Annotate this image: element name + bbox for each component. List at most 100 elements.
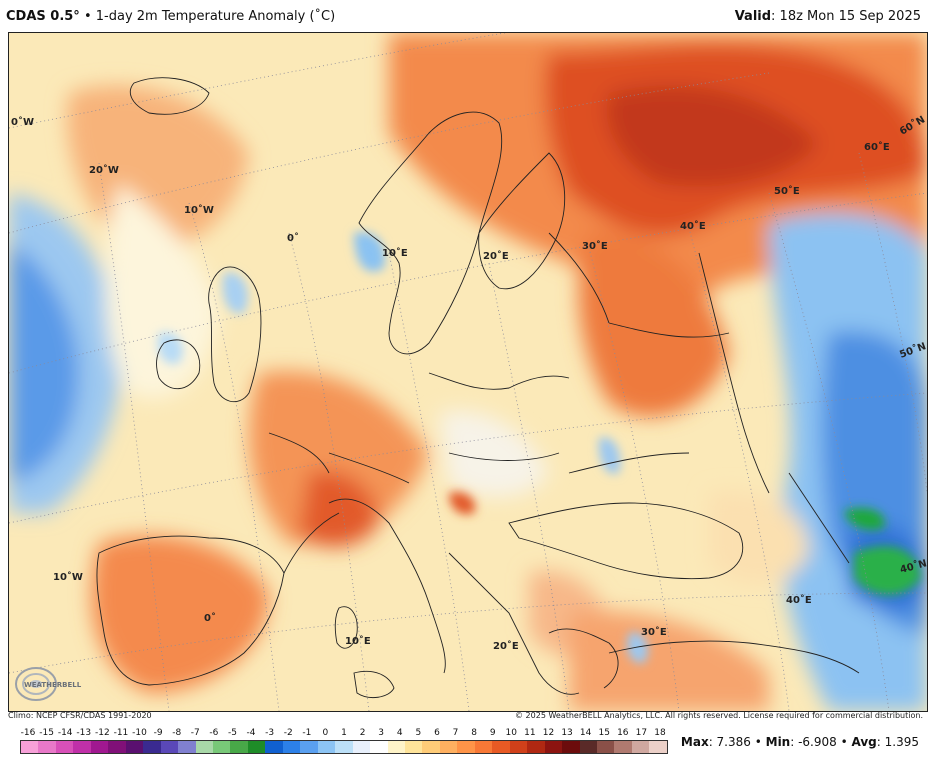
colorbar-tick-label: 5 [415,728,422,738]
colorbar-swatch [544,741,563,753]
colorbar-swatch [317,741,336,753]
colorbar-tick-label: 10 [505,728,518,738]
logo-icon: WEATHERBELL [15,667,82,701]
colorbar-tick-label: -16 [20,728,36,738]
colorbar-tick-label: 16 [617,728,629,738]
graticule [9,33,927,711]
colorbar-tick-label: -5 [227,728,237,738]
max-label: Max [680,735,709,749]
colorbar-swatch [73,741,91,753]
lon-label-20e: 20˚E [483,250,509,262]
valid-time-value: : 18z Mon 15 Sep 2025 [771,9,921,24]
lon-label-30e-bottom: 30˚E [641,626,667,638]
colorbar-swatch [562,741,580,753]
anomaly-shading [9,33,927,711]
lon-label-0w: 0˚W [11,116,34,128]
colorbar-tick-label: 18 [654,728,666,738]
colorbar-labels: -16 -15 -14 -13 -12 -11 -10 -9 -8 -7 -6 -5 -4 -3 -2 -1 0… [20,728,668,740]
colorbar-tick-label: -14 [57,728,73,738]
lon-label-40e: 40˚E [680,220,706,232]
anomaly-map[interactable]: 0˚W 20˚W 10˚W 0˚ 10˚E 20˚E 30˚E 40˚E 50˚… [8,32,928,712]
stats-sep-1: • [750,735,766,749]
lon-label-10w: 10˚W [184,204,214,216]
colorbar-swatch [21,741,39,753]
valid-label: Valid [734,9,772,24]
svg-text:WEATHERBELL: WEATHERBELL [24,681,82,689]
min-label: Min [765,735,791,749]
colorbar-tick-label: 12 [542,728,555,738]
colorbar-tick-label: 0 [322,728,329,738]
colorbar-swatch [125,741,144,753]
colorbar-tick-label: 7 [452,728,459,738]
model-name: CDAS 0.5° [6,9,80,24]
colorbar-swatch [282,741,301,753]
map-title: CDAS 0.5° • 1-day 2m Temperature Anomaly… [6,9,335,24]
colorbar-tick-label: 9 [489,728,496,738]
lon-label-10w-bottom: 10˚W [53,571,83,583]
colorbar-tick-label: -2 [283,728,293,738]
product-name: 1-day 2m Temperature Anomaly (˚C) [95,9,336,24]
colorbar-swatch [527,741,545,753]
colorbar-swatch [492,741,510,753]
lon-label-20e-bottom: 20˚E [493,640,519,652]
header: CDAS 0.5° • 1-day 2m Temperature Anomaly… [0,0,935,32]
colorbar-swatch [439,741,458,753]
colorbar-tick-label: 17 [635,728,648,738]
lon-label-50e: 50˚E [774,185,800,197]
colorbar-tick-label: -8 [172,728,182,738]
map-svg: 0˚W 20˚W 10˚W 0˚ 10˚E 20˚E 30˚E 40˚E 50˚… [9,33,927,711]
colorbar-tick-label: 1 [341,728,347,738]
colorbar-tick-label: 13 [561,728,573,738]
colorbar-swatch [247,741,266,753]
colorbar-tick-label: -6 [209,728,219,738]
colorbar-swatch [143,741,161,753]
lon-label-0-bottom: 0˚ [204,612,216,624]
lon-label-20w: 20˚W [89,164,119,176]
colorbar-swatch [160,741,179,753]
colorbar-tick-label: -10 [132,728,147,738]
colorbar-swatch [195,741,213,753]
colorbar-tick-label: 15 [598,728,610,738]
colorbar-swatch [631,741,650,753]
colorbar-swatch [404,741,423,753]
lon-label-10e-bottom: 10˚E [345,635,371,647]
colorbar-swatch [55,741,74,753]
colorbar-swatch [579,741,597,753]
colorbar-swatch [108,741,126,753]
colorbar-swatch [38,741,56,753]
colorbar-tick-label: -7 [190,728,200,738]
avg-value: : 1.395 [876,735,919,749]
colorbar-swatch [265,741,283,753]
colorbar-tick-label: 11 [524,728,536,738]
colorbar-swatch [352,741,371,753]
colorbar-swatch [178,741,196,753]
climo-note: Climo: NCEP CFSR/CDAS 1991-2020 [8,711,152,720]
colorbar-tick-label: -3 [265,728,275,738]
lon-label-60e: 60˚E [864,141,890,153]
colorbar-tick-label: -11 [113,728,129,738]
colorbar-swatch [457,741,475,753]
lon-label-30e: 30˚E [582,240,608,252]
colorbar-swatch [422,741,440,753]
colorbar-swatch [230,741,248,753]
colorbar-tick-label: 8 [471,728,477,738]
copyright-note: © 2025 WeatherBELL Analytics, LLC. All r… [515,711,923,720]
colorbar-tick-label: 6 [434,728,440,738]
lon-label-10e: 10˚E [382,247,408,259]
coastlines [96,77,860,699]
colorbar-swatch [649,741,667,753]
colorbar-tick-label: 2 [359,728,366,738]
lon-label-40e-bottom: 40˚E [786,594,812,606]
colorbar-swatch [370,741,388,753]
max-value: : 7.386 [708,735,751,749]
colorbar-swatch [300,741,318,753]
weatherbell-logo: WEATHERBELL [14,662,94,706]
stats-summary: Max: 7.386 • Min: -6.908 • Avg: 1.395 [681,735,919,749]
colorbar-swatch [614,741,632,753]
colorbar-tick-label: 3 [378,728,385,738]
colorbar-swatch [387,741,405,753]
valid-time: Valid: 18z Mon 15 Sep 2025 [735,9,921,24]
colorbar-swatch [474,741,493,753]
avg-label: Avg [851,735,877,749]
colorbar-swatch [509,741,528,753]
